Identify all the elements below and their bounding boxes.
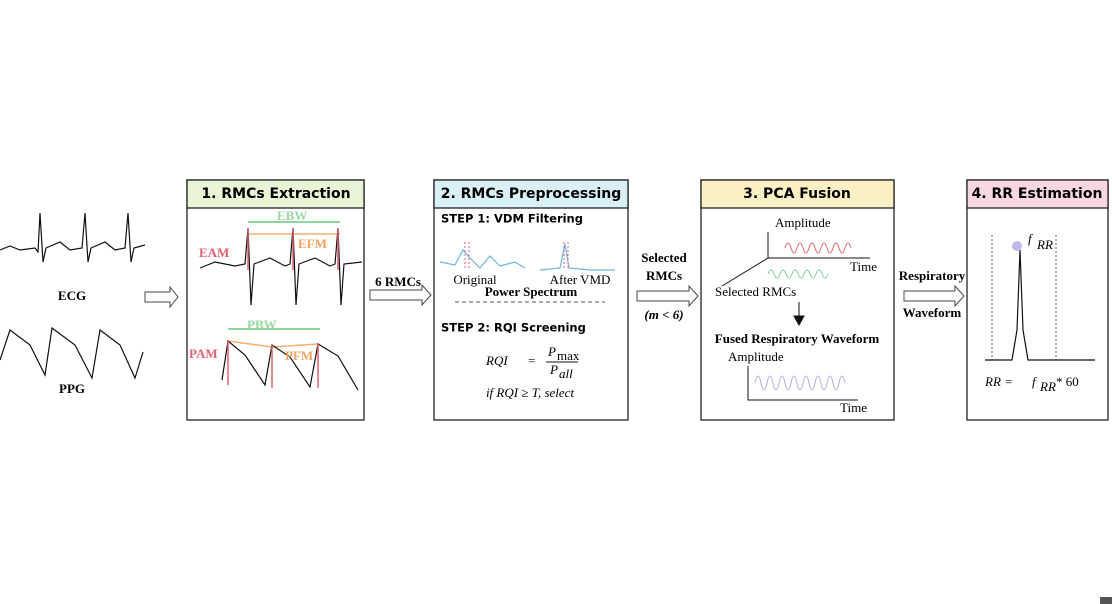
axis-label: Amplitude <box>728 349 784 364</box>
formula: RQI <box>485 353 508 368</box>
peak-label: f <box>1028 231 1034 246</box>
spectrum <box>439 248 526 269</box>
marker <box>464 242 470 270</box>
label: PAM <box>189 346 218 361</box>
arrow-down <box>793 302 805 327</box>
panel-header <box>433 179 629 209</box>
formula: all <box>559 366 573 381</box>
label: After VMD <box>550 272 611 287</box>
formula: RR = <box>984 374 1013 389</box>
label: EBW <box>277 208 307 223</box>
marker <box>227 341 319 388</box>
panel-header <box>966 179 1109 209</box>
ecg-wave <box>0 212 146 263</box>
formula: * 60 <box>1056 374 1079 389</box>
axis-label: Amplitude <box>775 215 831 230</box>
arrow-label: Respiratory <box>899 268 966 283</box>
axis-label: Time <box>840 400 867 415</box>
arrow-label: Selected <box>641 250 687 265</box>
corner-mark <box>1100 597 1112 604</box>
panel-header <box>186 179 365 209</box>
spectrum <box>539 243 615 271</box>
label: PBW <box>247 317 277 332</box>
peak-label: RR <box>1036 237 1053 252</box>
formula: RR <box>1039 379 1056 394</box>
marker <box>563 242 569 270</box>
arrow-label: RMCs <box>646 268 682 283</box>
step-title: STEP 2: RQI Screening <box>441 321 586 335</box>
step-title: STEP 1: VDM Filtering <box>441 212 583 226</box>
marker <box>991 235 1057 360</box>
arrow-label: Waveform <box>903 305 962 320</box>
arrow <box>636 284 699 308</box>
panel-title: 3. PCA Fusion <box>743 186 851 202</box>
panel-title: 2. RMCs Preprocessing <box>441 186 622 202</box>
formula: P <box>547 344 556 359</box>
wave <box>784 242 852 254</box>
label: Power Spectrum <box>485 284 578 299</box>
axes <box>747 366 858 401</box>
formula: = <box>528 353 535 368</box>
label: EFM <box>298 236 327 251</box>
peak-dot <box>1012 241 1022 251</box>
arrow <box>369 283 432 307</box>
ecg-label: ECG <box>58 288 86 303</box>
ppg-label: PPG <box>59 381 85 396</box>
panel <box>700 179 895 421</box>
wave <box>767 269 829 279</box>
label: Original <box>453 272 497 287</box>
label: Selected RMCs <box>715 284 796 299</box>
arrow-note: (m < 6) <box>644 307 683 322</box>
formula: if RQI ≥ T, select <box>486 385 575 400</box>
formula: f <box>1032 374 1038 389</box>
formula: P <box>549 362 558 377</box>
marker <box>247 228 339 270</box>
axes <box>721 232 870 287</box>
panel <box>186 179 365 421</box>
ppg-wave <box>0 326 144 380</box>
label: Fused Respiratory Waveform <box>715 331 880 346</box>
arrow-label: 6 RMCs <box>375 274 421 289</box>
panel-title: 1. RMCs Extraction <box>201 186 350 202</box>
panel-header <box>700 179 895 209</box>
panel-title: 4. RR Estimation <box>972 186 1103 202</box>
ppg-wave <box>221 339 359 391</box>
wave <box>754 375 846 391</box>
formula: max <box>557 348 580 363</box>
label: PFM <box>285 348 313 363</box>
axis-label: Time <box>850 259 877 274</box>
panel <box>966 179 1109 421</box>
arrow <box>144 285 179 309</box>
arrow <box>903 284 965 308</box>
label: EAM <box>199 245 229 260</box>
